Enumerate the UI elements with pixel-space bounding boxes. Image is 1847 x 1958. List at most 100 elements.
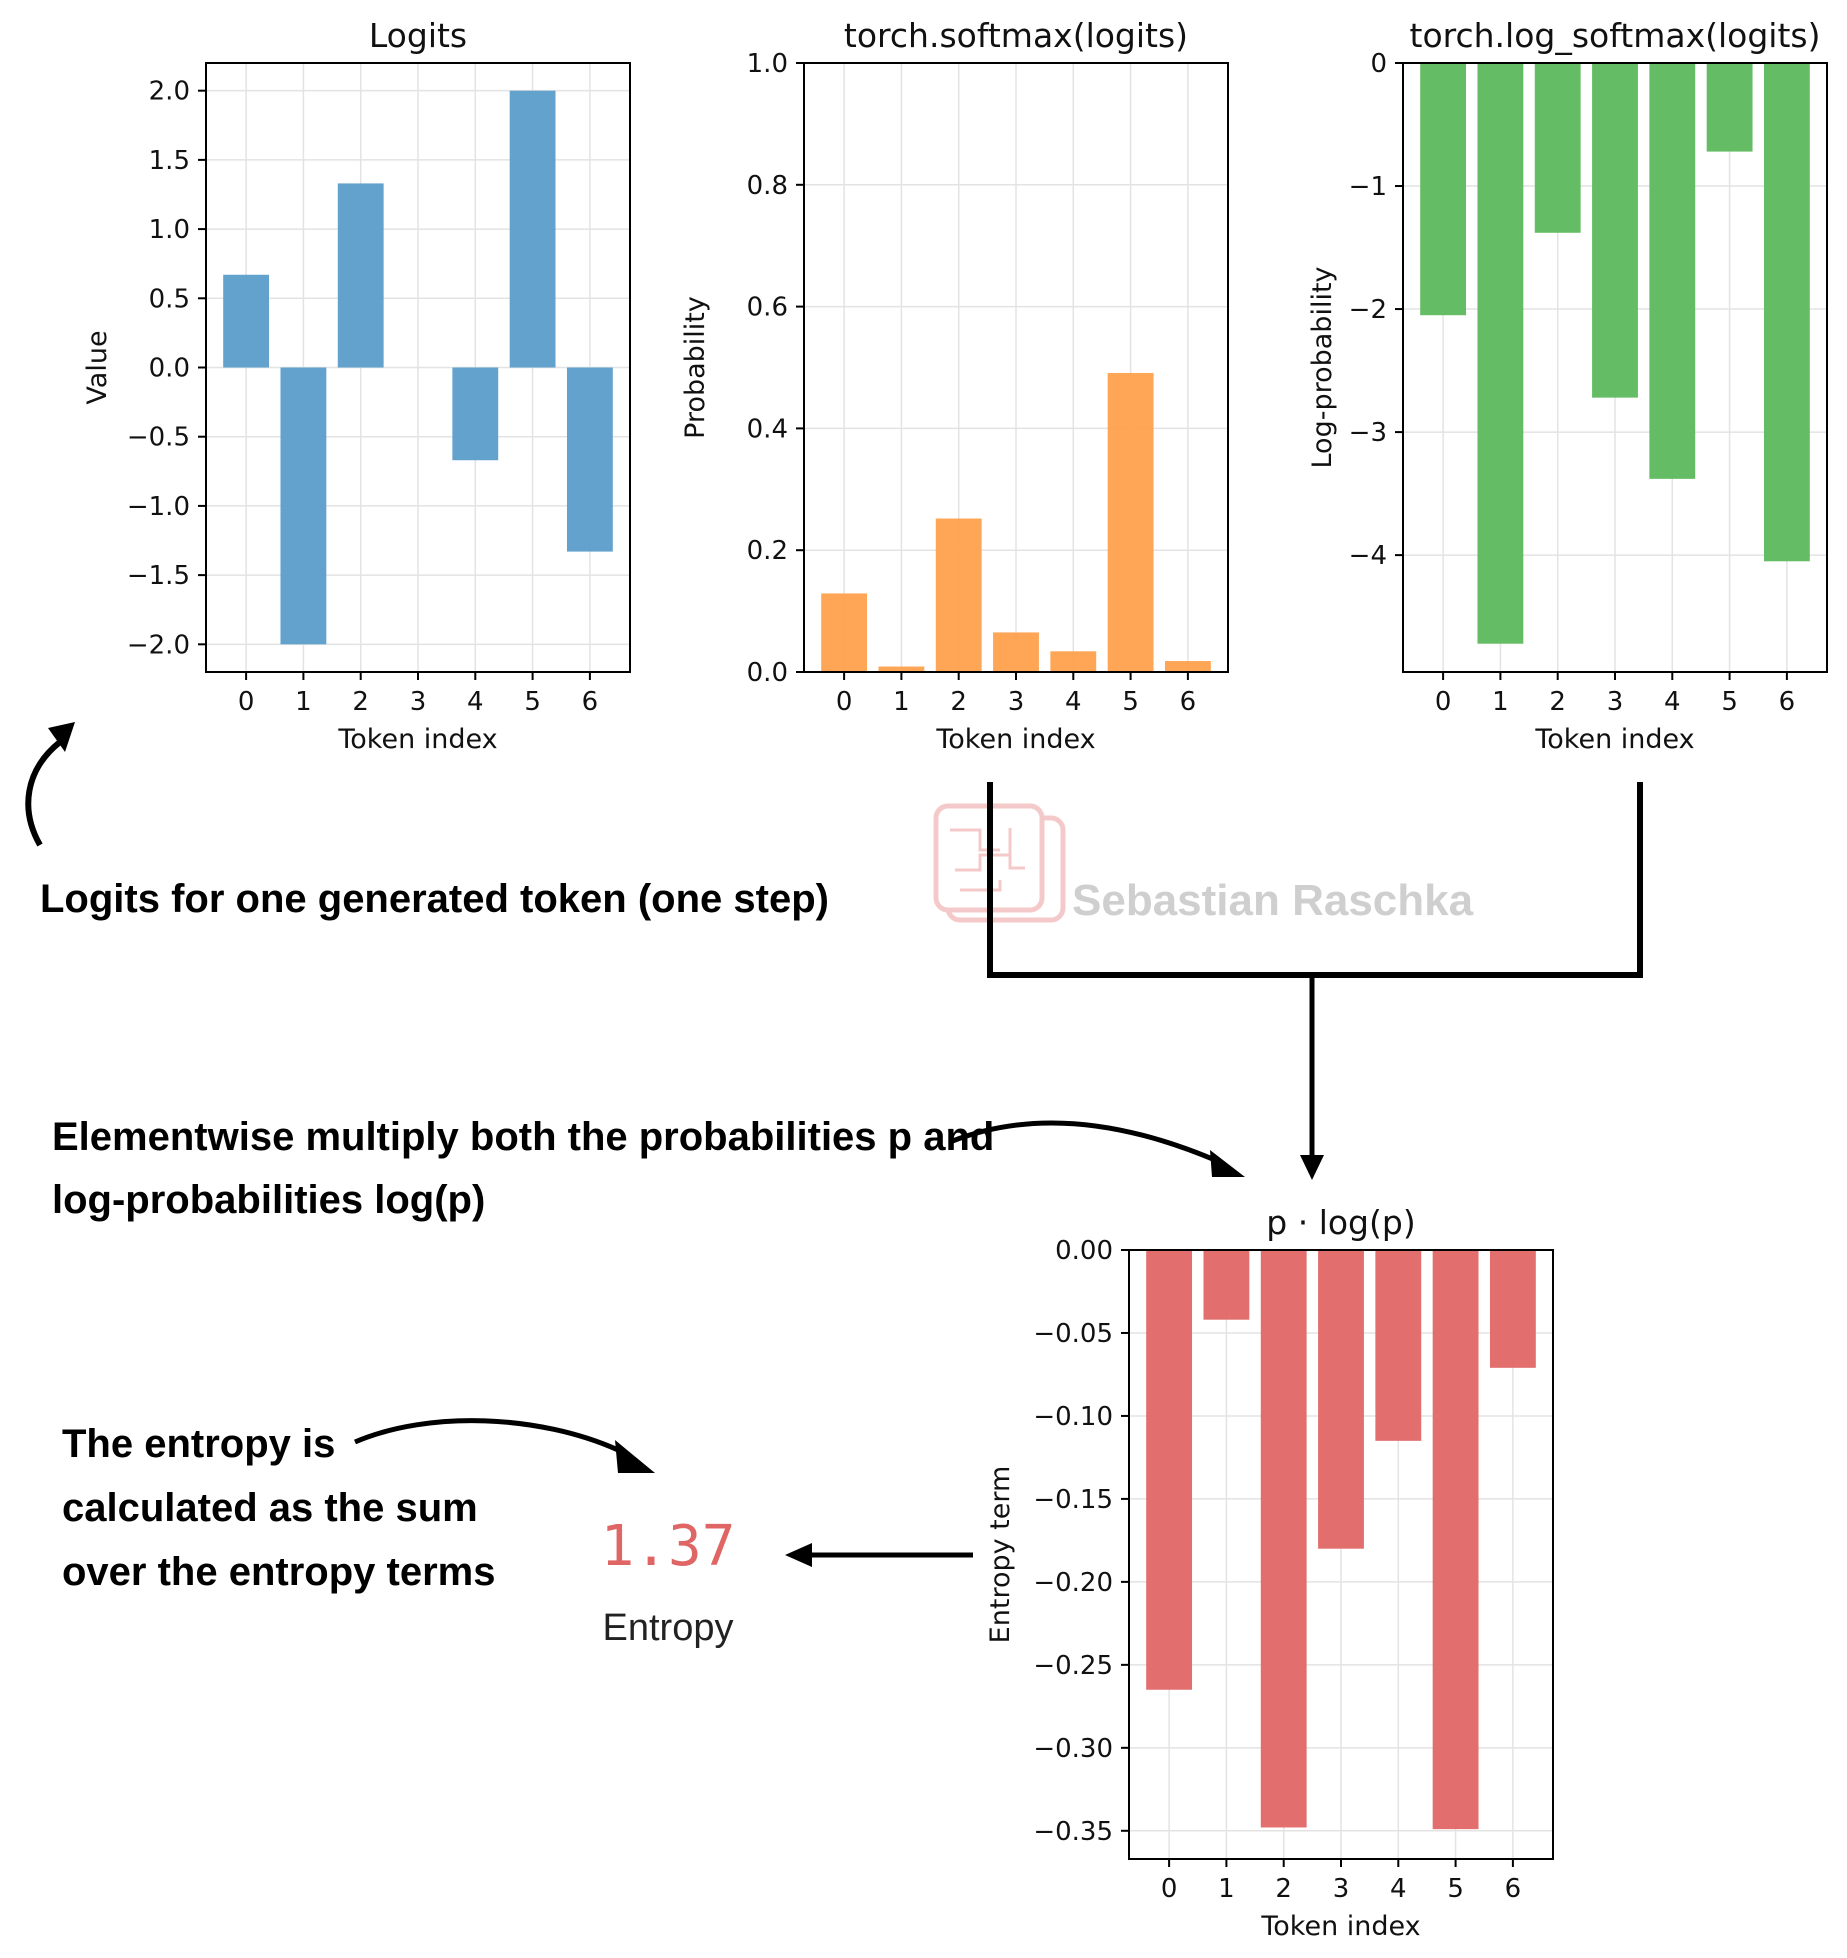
x-tick-label: 6 bbox=[582, 687, 599, 717]
bar-softmax-2 bbox=[935, 518, 982, 672]
y-tick-label: −1 bbox=[1349, 172, 1387, 202]
x-tick-label: 5 bbox=[1122, 687, 1139, 717]
y-tick-label: 0.0 bbox=[747, 658, 788, 688]
y-tick-label: 0.5 bbox=[149, 284, 190, 314]
x-tick-label: 5 bbox=[1447, 1874, 1464, 1904]
multiply-annotation-arrow bbox=[949, 1120, 1245, 1177]
x-tick-label: 6 bbox=[1505, 1874, 1522, 1904]
sum-annotation-line-2: calculated as the sum bbox=[62, 1486, 478, 1530]
watermark: Sebastian Raschka bbox=[933, 803, 1474, 925]
x-tick-label: 2 bbox=[352, 687, 369, 717]
bar-log_softmax-3 bbox=[1592, 63, 1638, 398]
bar-log_softmax-4 bbox=[1649, 63, 1696, 479]
bar-entropy_terms-6 bbox=[1489, 1250, 1536, 1368]
y-tick-label: 1.0 bbox=[747, 49, 788, 79]
y-axis-label: Probability bbox=[680, 296, 711, 439]
bar-logits-5 bbox=[509, 90, 556, 368]
watermark-logo bbox=[933, 803, 1066, 923]
chart-title: p · log(p) bbox=[1266, 1203, 1415, 1242]
bar-softmax-4 bbox=[1050, 651, 1097, 672]
bar-log_softmax-6 bbox=[1763, 63, 1810, 562]
x-tick-label: 2 bbox=[950, 687, 967, 717]
x-tick-label: 4 bbox=[1390, 1874, 1407, 1904]
bar-softmax-1 bbox=[878, 666, 925, 672]
y-tick-label: −0.35 bbox=[1033, 1817, 1113, 1847]
y-tick-label: −2.0 bbox=[127, 630, 190, 660]
chart-title: torch.log_softmax(logits) bbox=[1410, 16, 1821, 55]
y-tick-label: −0.25 bbox=[1033, 1651, 1113, 1681]
y-tick-label: −0.15 bbox=[1033, 1485, 1113, 1515]
x-tick-label: 0 bbox=[1435, 687, 1452, 717]
y-tick-label: −1.0 bbox=[127, 492, 190, 522]
x-axis-label: Token index bbox=[337, 724, 497, 755]
y-tick-label: 0.0 bbox=[149, 354, 190, 384]
y-tick-label: −2 bbox=[1349, 295, 1387, 325]
x-tick-label: 2 bbox=[1275, 1874, 1292, 1904]
y-tick-label: 2.0 bbox=[149, 77, 190, 107]
y-tick-label: −0.05 bbox=[1033, 1319, 1113, 1349]
x-axis-label: Token index bbox=[935, 724, 1095, 755]
x-tick-label: 3 bbox=[1333, 1874, 1350, 1904]
entropy-value: 1.37 bbox=[601, 1514, 736, 1579]
result-arrow bbox=[785, 1543, 973, 1567]
bar-softmax-3 bbox=[993, 632, 1039, 672]
multiply-annotation-line-1: Elementwise multiply both the probabilit… bbox=[52, 1115, 994, 1159]
y-tick-label: −3 bbox=[1349, 418, 1387, 448]
bar-entropy_terms-5 bbox=[1432, 1250, 1479, 1830]
chart-log-softmax: 0 1 2 3 4 5 6 0 −1 −2 −3 −4 torch.log_softmax(logits… bbox=[1307, 16, 1828, 755]
chart-title: Logits bbox=[369, 16, 467, 55]
multiply-annotation-line-2: log-probabilities log(p) bbox=[52, 1178, 485, 1222]
bar-entropy_terms-0 bbox=[1146, 1250, 1193, 1690]
y-tick-label: 1.5 bbox=[149, 146, 190, 176]
connector-lines bbox=[987, 782, 1643, 1180]
watermark-text: Sebastian Raschka bbox=[1072, 876, 1474, 925]
y-tick-label: −0.30 bbox=[1033, 1734, 1113, 1764]
sum-annotation-line-3: over the entropy terms bbox=[62, 1550, 495, 1594]
x-tick-label: 1 bbox=[893, 687, 910, 717]
x-tick-label: 2 bbox=[1549, 687, 1566, 717]
bar-logits-4 bbox=[452, 367, 499, 461]
x-tick-label: 3 bbox=[410, 687, 427, 717]
x-tick-label: 1 bbox=[295, 687, 312, 717]
bar-softmax-6 bbox=[1164, 661, 1211, 672]
x-tick-label: 3 bbox=[1607, 687, 1624, 717]
x-tick-label: 4 bbox=[1065, 687, 1082, 717]
bar-log_softmax-1 bbox=[1477, 63, 1524, 644]
bar-log_softmax-5 bbox=[1706, 63, 1753, 152]
x-tick-label: 5 bbox=[1721, 687, 1738, 717]
x-tick-label: 6 bbox=[1779, 687, 1796, 717]
y-tick-label: −0.10 bbox=[1033, 1402, 1113, 1432]
chart-logits: 0 1 2 3 4 5 6 2.0 1.5 1.0 0.5 0.0 −0.5 −1.0 −1.5 −2.0 Lo… bbox=[82, 16, 631, 755]
logits-caption-arrow bbox=[25, 722, 75, 847]
x-tick-label: 5 bbox=[524, 687, 541, 717]
y-tick-label: −4 bbox=[1349, 541, 1387, 571]
entropy-label: Entropy bbox=[603, 1607, 734, 1649]
sum-annotation-arrow bbox=[354, 1418, 655, 1473]
bar-entropy_terms-3 bbox=[1318, 1250, 1364, 1549]
bar-logits-0 bbox=[223, 274, 270, 368]
x-tick-label: 4 bbox=[1664, 687, 1681, 717]
x-tick-label: 0 bbox=[238, 687, 255, 717]
bar-softmax-0 bbox=[821, 593, 868, 672]
y-axis-label: Entropy term bbox=[985, 1466, 1016, 1644]
logits-caption: Logits for one generated token (one step… bbox=[40, 877, 829, 921]
x-tick-label: 1 bbox=[1492, 687, 1509, 717]
x-axis-label: Token index bbox=[1534, 724, 1694, 755]
bar-log_softmax-2 bbox=[1534, 63, 1581, 233]
bar-logits-1 bbox=[280, 367, 327, 645]
y-tick-label: 0.4 bbox=[747, 414, 788, 444]
y-axis-label: Value bbox=[82, 330, 113, 404]
x-tick-label: 0 bbox=[1161, 1874, 1178, 1904]
chart-softmax: 0 1 2 3 4 5 6 1.0 0.8 0.6 0.4 0.2 0.0 torch.softmax(l… bbox=[680, 16, 1229, 755]
x-tick-label: 0 bbox=[836, 687, 853, 717]
y-tick-label: 0 bbox=[1370, 49, 1387, 79]
bar-logits-6 bbox=[566, 367, 613, 552]
x-tick-label: 3 bbox=[1008, 687, 1025, 717]
y-axis-label: Log-probability bbox=[1307, 266, 1338, 468]
y-tick-label: −1.5 bbox=[127, 561, 190, 591]
bar-entropy_terms-2 bbox=[1260, 1250, 1307, 1828]
y-tick-label: 1.0 bbox=[149, 215, 190, 245]
chart-entropy-terms: 0 1 2 3 4 5 6 0.00 −0.05 −0.10 −0.15 −0.20 −0.25 −0.3… bbox=[985, 1203, 1554, 1942]
sum-annotation-line-1: The entropy is bbox=[62, 1422, 335, 1466]
